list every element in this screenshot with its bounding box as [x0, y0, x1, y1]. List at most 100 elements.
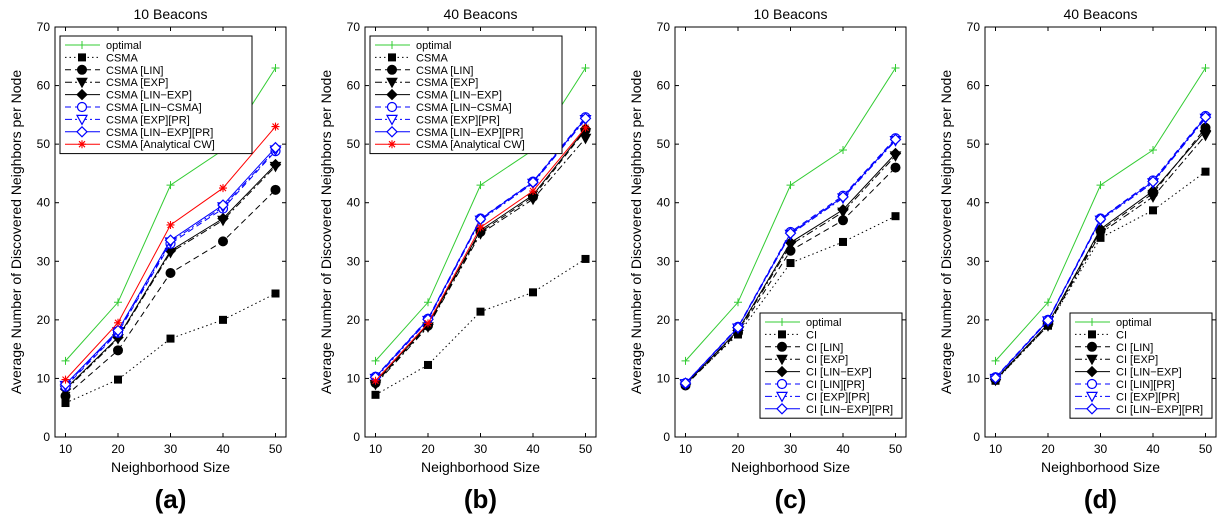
legend-entry: CI [EXP]	[1116, 354, 1158, 366]
data-point	[1149, 206, 1157, 215]
legend-entry: CSMA [LIN−CSMA]	[106, 102, 202, 114]
series	[681, 64, 900, 365]
data-point	[681, 356, 690, 365]
y-tick-label: 30	[657, 254, 671, 268]
legend-marker	[76, 77, 88, 89]
legend-marker	[1087, 341, 1097, 352]
legend-marker	[1085, 391, 1099, 403]
x-axis-label: Neighborhood Size	[1041, 459, 1160, 475]
series-line	[375, 118, 586, 378]
legend-entry: CSMA [EXP][PR]	[416, 114, 500, 126]
data-point	[476, 181, 485, 190]
data-point	[371, 376, 380, 385]
legend-marker	[387, 64, 397, 75]
data-point	[424, 319, 432, 328]
legend-marker	[388, 140, 396, 149]
legend-entry: CI [LIN]	[806, 342, 843, 354]
series	[371, 123, 590, 385]
legend-marker	[386, 88, 398, 101]
series-line	[375, 258, 586, 396]
legend-entry: CI [LIN]	[1116, 342, 1153, 354]
legend-entry: CSMA [EXP]	[106, 77, 168, 89]
x-tick-label: 10	[679, 442, 693, 456]
y-tick-label: 40	[347, 196, 361, 210]
y-tick-label: 40	[657, 196, 671, 210]
legend-entry: CI [LIN−EXP][PR]	[1116, 404, 1203, 416]
y-tick-label: 10	[347, 371, 361, 385]
legend-entry: optimal	[1116, 317, 1151, 329]
y-tick-label: 50	[657, 137, 671, 151]
x-tick-label: 10	[59, 442, 73, 456]
legend-marker	[776, 365, 788, 378]
data-point	[581, 123, 590, 132]
x-tick-label: 30	[1094, 442, 1108, 456]
legend-marker	[386, 125, 398, 138]
data-point	[217, 199, 229, 211]
legend-entry: CSMA [LIN−CSMA]	[416, 102, 512, 114]
data-point	[784, 227, 797, 240]
y-axis-label: Average Number of Discovered Neighbors p…	[8, 70, 24, 394]
legend-marker	[386, 77, 398, 89]
data-point	[529, 187, 537, 195]
legend-marker	[776, 378, 788, 390]
x-tick-label: 50	[579, 442, 593, 456]
y-tick-label: 20	[347, 313, 361, 327]
legend-entry: CI	[1116, 329, 1127, 341]
data-point	[218, 236, 228, 247]
legend-marker	[386, 101, 398, 113]
legend-marker	[1088, 318, 1096, 326]
data-point	[219, 315, 227, 324]
data-point	[581, 254, 590, 263]
y-tick-label: 40	[967, 196, 981, 210]
y-tick-label: 10	[657, 371, 671, 385]
x-axis-label: Neighborhood Size	[731, 459, 850, 475]
y-tick-label: 0	[353, 430, 360, 444]
data-point	[166, 220, 175, 229]
series-line	[65, 149, 276, 386]
series	[369, 114, 592, 385]
legend-entry: optimal	[806, 317, 841, 329]
y-axis-label: Average Number of Discovered Neighbors p…	[628, 70, 644, 394]
legend-entry: CSMA [LIN−EXP]	[106, 90, 192, 102]
data-point	[61, 356, 70, 365]
data-point	[786, 259, 795, 268]
x-tick-label: 20	[421, 442, 435, 456]
data-point	[166, 181, 175, 190]
series-line	[65, 293, 276, 404]
legend-marker	[78, 41, 86, 49]
series-line	[65, 166, 276, 391]
legend-marker	[77, 64, 87, 75]
legend-entry: CSMA [EXP][PR]	[106, 114, 190, 126]
y-tick-label: 70	[657, 20, 671, 34]
legend-entry: CSMA [LIN]	[416, 65, 473, 77]
legend-marker	[1088, 330, 1096, 339]
legend-marker	[76, 101, 88, 113]
data-point	[1201, 64, 1210, 72]
y-tick-label: 70	[347, 20, 361, 34]
chart-title: 40 Beacons	[444, 6, 518, 22]
y-tick-label: 60	[347, 79, 361, 93]
panel-label: (b)	[464, 484, 497, 514]
x-tick-label: 30	[784, 442, 798, 456]
data-point	[1096, 181, 1105, 190]
data-point	[679, 377, 692, 389]
legend-entry: CI [LIN−EXP]	[1116, 367, 1182, 379]
y-tick-label: 50	[37, 137, 51, 151]
chart-panel: 10 Beacons 0 10 20 30 40 50 60 70 10 20 30 40 50 Neigh…	[8, 6, 287, 514]
series	[60, 184, 281, 401]
y-axis-label: Average Number of Discovered Neighbors p…	[318, 70, 334, 394]
panel-label: (c)	[775, 484, 807, 514]
series-line	[65, 189, 276, 397]
data-point	[114, 298, 122, 307]
data-point	[529, 288, 537, 297]
legend-marker	[1086, 365, 1098, 378]
data-point	[1042, 314, 1054, 327]
x-tick-label: 10	[369, 442, 383, 456]
legend-marker	[78, 53, 86, 62]
data-point	[1149, 146, 1157, 154]
